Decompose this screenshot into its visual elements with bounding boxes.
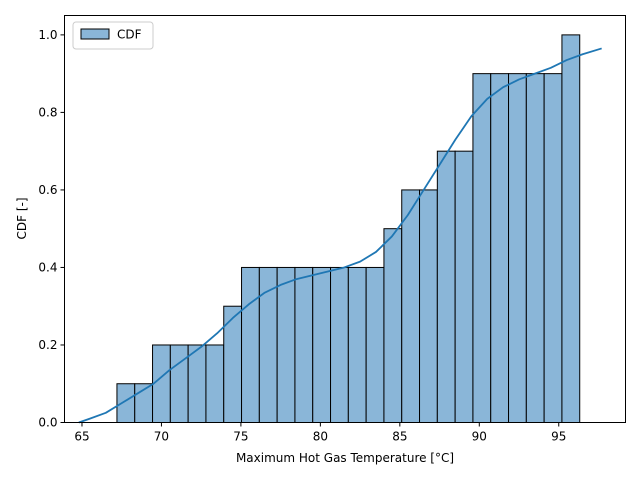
y-axis-ticks: 0.0 0.2 0.4 0.6 0.8 1.0 xyxy=(38,28,65,430)
axes-frame xyxy=(64,15,626,423)
histogram-bar xyxy=(330,266,349,424)
x-tick-label: 80 xyxy=(313,430,328,444)
histogram-bar xyxy=(383,228,403,423)
histogram-bar xyxy=(419,189,438,423)
legend-swatch xyxy=(80,28,110,40)
x-tick-label: 90 xyxy=(472,430,487,444)
y-tick-label: 0.8 xyxy=(38,105,57,119)
histogram-bar xyxy=(187,344,207,424)
histogram-bar xyxy=(490,73,510,424)
histogram-bar xyxy=(312,266,332,424)
x-axis-ticks: 65 70 75 80 85 90 95 xyxy=(74,422,566,444)
histogram-bar xyxy=(347,266,367,424)
histogram-bar xyxy=(276,266,296,424)
histogram-bar xyxy=(561,34,581,423)
y-tick-label: 0.4 xyxy=(38,260,57,274)
histogram-bar xyxy=(152,344,171,424)
histogram-bar xyxy=(508,73,527,424)
y-tick-label: 0.6 xyxy=(38,183,57,197)
y-tick-label: 1.0 xyxy=(38,28,57,42)
histogram-bar xyxy=(472,73,492,424)
histogram-bar xyxy=(241,266,260,424)
histogram-bar xyxy=(454,150,474,424)
histogram-bar xyxy=(401,189,421,423)
histogram-bar xyxy=(525,73,545,424)
histogram-bar xyxy=(169,344,189,424)
x-tick-label: 65 xyxy=(74,430,89,444)
y-tick-label: 0.2 xyxy=(38,338,57,352)
histogram-bar xyxy=(294,266,314,424)
x-tick-label: 95 xyxy=(551,430,566,444)
y-axis-label: CDF [-] xyxy=(15,197,29,239)
cdf-curve-layer xyxy=(78,47,602,424)
histogram-bar xyxy=(436,150,456,424)
x-tick-label: 70 xyxy=(154,430,169,444)
histogram-bar xyxy=(116,383,136,424)
legend-label: CDF xyxy=(117,28,142,42)
x-axis-label: Maximum Hot Gas Temperature [°C] xyxy=(236,451,454,465)
x-tick-label: 75 xyxy=(233,430,248,444)
histogram-bar xyxy=(365,266,385,424)
histogram-bars xyxy=(116,34,581,424)
histogram-bar xyxy=(543,73,563,424)
y-tick-label: 0.0 xyxy=(38,416,57,430)
cdf-curve xyxy=(78,47,602,424)
x-tick-label: 85 xyxy=(392,430,407,444)
legend: CDF xyxy=(72,21,154,50)
histogram-bar xyxy=(205,344,225,424)
